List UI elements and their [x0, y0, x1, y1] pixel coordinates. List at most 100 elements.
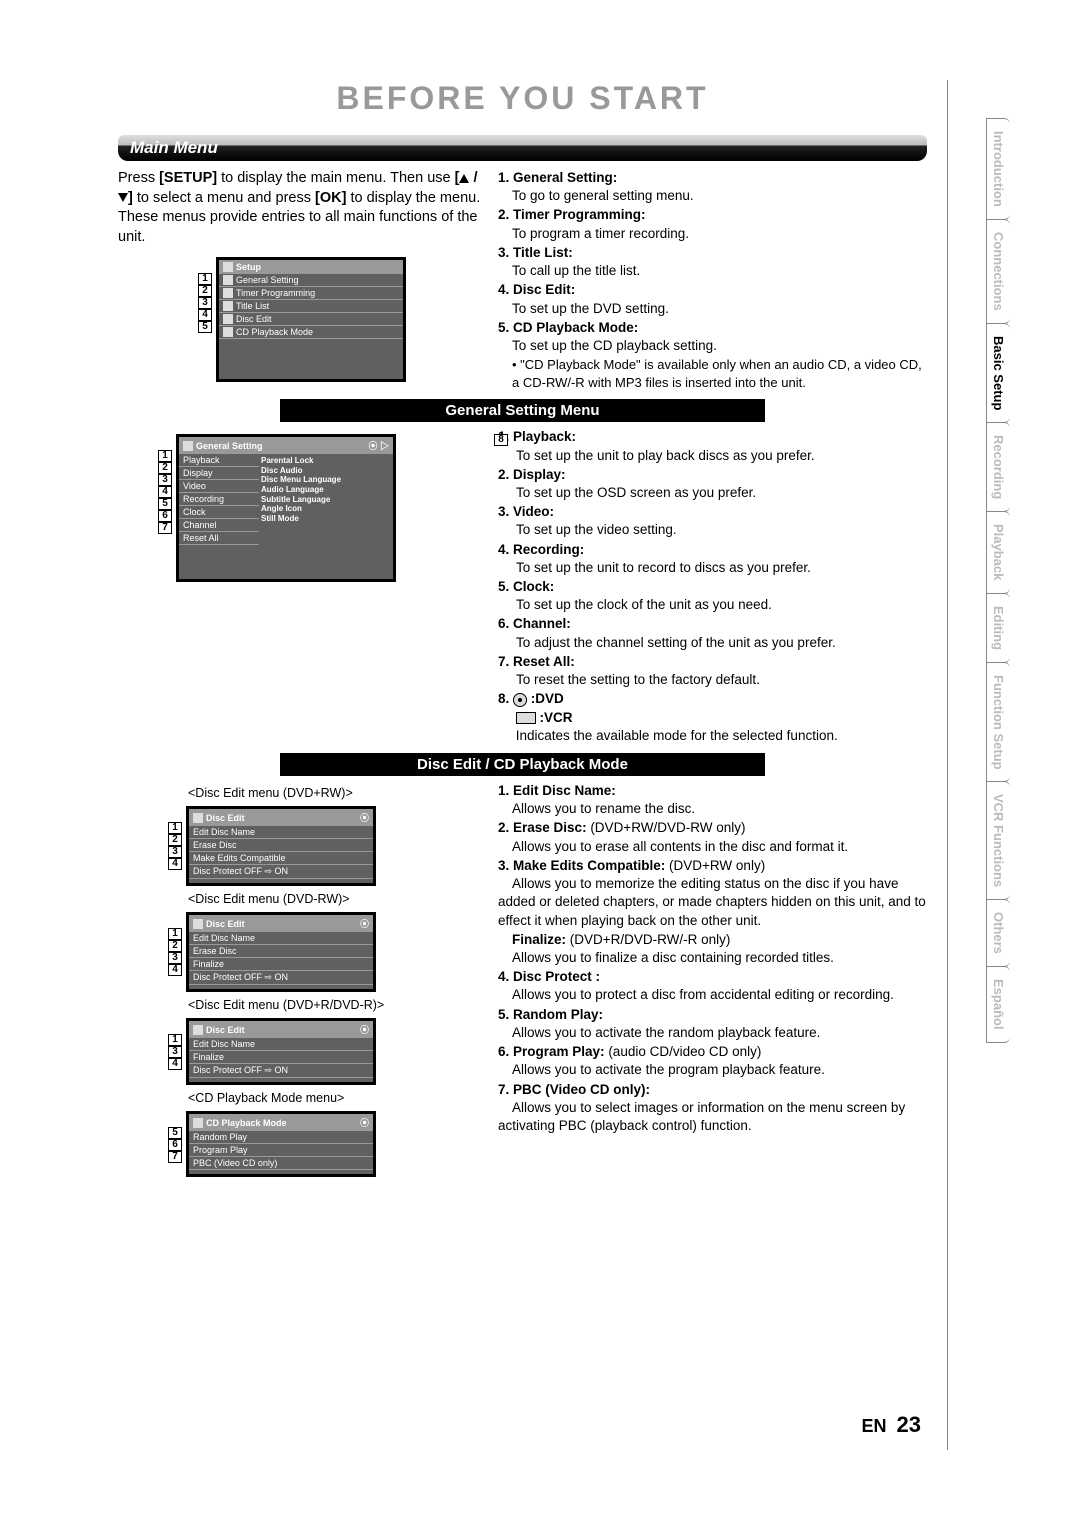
- osd-row: Title List: [219, 300, 403, 313]
- side-tab[interactable]: VCR Functions: [986, 781, 1010, 900]
- osd-item: CD Playback Mode: [236, 327, 313, 337]
- page-content: BEFORE YOU START Main Menu Press [SETUP]…: [118, 80, 948, 1450]
- numbox: 1: [158, 450, 172, 462]
- osd-row: Erase Disc: [189, 945, 373, 958]
- setup-osd: Setup General Setting Timer Programming …: [216, 257, 406, 382]
- numbox: 3: [158, 474, 172, 486]
- list-item: 5. CD Playback Mode:To set up the CD pla…: [498, 319, 927, 355]
- general-setting-heading: General Setting Menu: [280, 399, 765, 422]
- list-item: Finalize: (DVD+R/DVD-RW/-R only)Allows y…: [498, 931, 927, 967]
- osd-box: Disc Edit⦿Edit Disc NameErase DiscFinali…: [186, 912, 376, 992]
- numbox: 4: [168, 858, 182, 870]
- osd-title: Setup: [236, 262, 261, 272]
- osd-row: Edit Disc Name: [189, 932, 373, 945]
- menu-icon: [223, 275, 233, 285]
- page-lang: EN: [862, 1416, 887, 1436]
- list-item: 4. Disc Edit:To set up the DVD setting.: [498, 281, 927, 317]
- side-tab[interactable]: Others: [986, 899, 1010, 967]
- osd-item: Title List: [236, 301, 269, 311]
- osd-diagram: 1234 Disc Edit⦿Edit Disc NameErase DiscFi…: [168, 912, 488, 992]
- main-menu-heading: Main Menu: [130, 138, 218, 158]
- disc-edit-left: <Disc Edit menu (DVD+RW)>1234Disc Edit⦿E…: [118, 782, 488, 1183]
- side-tab[interactable]: Español: [986, 966, 1010, 1043]
- osd-box: Disc Edit⦿Edit Disc NameFinalizeDisc Pro…: [186, 1018, 376, 1085]
- general-setting-left: 1 2 3 4 5 6 7 General Setting⦿ ▷ Playbac…: [118, 428, 488, 745]
- gs-osd-diagram: 1 2 3 4 5 6 7 General Setting⦿ ▷ Playbac…: [158, 434, 488, 582]
- osd-row: Edit Disc Name: [189, 1038, 373, 1051]
- osd-body: PlaybackDisplayVideoRecordingClockChanne…: [179, 454, 393, 549]
- numbox: 2: [168, 834, 182, 846]
- osd-subitem: Audio Language: [261, 485, 391, 495]
- osd-row: Reset All: [179, 532, 259, 545]
- osd-subitem: Angle Icon: [261, 504, 391, 514]
- osd-row: Finalize: [189, 1051, 373, 1064]
- osd-row: Display: [179, 467, 259, 480]
- gear-icon: [183, 441, 193, 451]
- main-menu-row: Press [SETUP] to display the main menu. …: [118, 169, 927, 391]
- side-tab[interactable]: Introduction: [986, 118, 1010, 220]
- osd-row: Finalize: [189, 958, 373, 971]
- list-item: 3. Make Edits Compatible: (DVD+RW only)A…: [498, 857, 927, 930]
- side-tabs: IntroductionConnectionsBasic SetupRecord…: [986, 118, 1058, 1042]
- numbox-8: 8: [494, 434, 508, 446]
- list-item: 2. Display:To set up the OSD screen as y…: [498, 466, 927, 502]
- osd-item: General Setting: [236, 275, 299, 285]
- list-item: 4. Recording:To set up the unit to recor…: [498, 541, 927, 577]
- page-num-value: 23: [897, 1412, 921, 1437]
- osd-row: Playback: [179, 454, 259, 467]
- osd-subitem: Subtitle Language: [261, 495, 391, 505]
- disc-icon: [193, 813, 203, 823]
- list-item: 2. Timer Programming:To program a timer …: [498, 206, 927, 242]
- side-tab[interactable]: Connections: [986, 219, 1010, 324]
- side-tab[interactable]: Basic Setup: [986, 323, 1010, 423]
- side-tab[interactable]: Recording: [986, 422, 1010, 512]
- disc-icon: [193, 1118, 203, 1128]
- gs-osd: General Setting⦿ ▷ PlaybackDisplayVideoR…: [176, 434, 396, 582]
- numboxes: 1234: [168, 928, 182, 976]
- list-item: 4. Disc Protect :Allows you to protect a…: [498, 968, 927, 1004]
- disc-edit-list: 1. Edit Disc Name:Allows you to rename t…: [498, 782, 927, 1183]
- osd-row: General Setting: [219, 274, 403, 287]
- osd-menu-label: <Disc Edit menu (DVD+RW)>: [188, 786, 488, 800]
- main-menu-heading-bar: Main Menu: [118, 135, 927, 161]
- side-tab[interactable]: Editing: [986, 593, 1010, 663]
- numbox: 2: [168, 940, 182, 952]
- main-menu-list: 1. General Setting:To go to general sett…: [498, 169, 927, 391]
- list-item: 3. Title List:To call up the title list.: [498, 244, 927, 280]
- gear-icon: [223, 262, 233, 272]
- setup-osd-diagram: 1 2 3 4 5 Setup General Setting Timer Pr…: [198, 257, 488, 382]
- numbox: 1: [198, 273, 212, 285]
- osd-item: Disc Edit: [236, 314, 272, 324]
- vcr-label: :VCR: [540, 710, 573, 725]
- side-tab[interactable]: Function Setup: [986, 662, 1010, 783]
- osd-diagram: 1234Disc Edit⦿Edit Disc NameErase DiscMa…: [168, 806, 488, 886]
- numboxes: 567: [168, 1127, 182, 1163]
- side-tab[interactable]: Playback: [986, 511, 1010, 593]
- numbox: 2: [158, 462, 172, 474]
- list-num: 8.: [498, 691, 509, 706]
- numbox: 7: [168, 1151, 182, 1163]
- osd-row: Video: [179, 480, 259, 493]
- numbox: 3: [168, 1046, 182, 1058]
- osd-row: Disc Edit: [219, 313, 403, 326]
- osd-row: Channel: [179, 519, 259, 532]
- osd-row: Make Edits Compatible: [189, 852, 373, 865]
- numbox: 1: [168, 822, 182, 834]
- osd-menu-label: <Disc Edit menu (DVD+R/DVD-R)>: [188, 998, 488, 1012]
- list-item: 2. Erase Disc: (DVD+RW/DVD-RW only)Allow…: [498, 819, 927, 855]
- numboxes: 134: [168, 1034, 182, 1070]
- numbox: 5: [168, 1127, 182, 1139]
- osd-header: Disc Edit⦿: [189, 809, 373, 826]
- osd-row: Disc Protect OFF ⇨ ON: [189, 971, 373, 985]
- numbox: 3: [168, 952, 182, 964]
- numbox: 7: [158, 522, 172, 534]
- numbox: 2: [198, 285, 212, 297]
- osd-subitem: Still Mode: [261, 514, 391, 524]
- numbox: 4: [198, 309, 212, 321]
- list-item: 1. Edit Disc Name:Allows you to rename t…: [498, 782, 927, 818]
- dvd-icon: [513, 693, 527, 707]
- osd-row: Edit Disc Name: [189, 826, 373, 839]
- osd-body: General Setting Timer Programming Title …: [219, 274, 403, 379]
- osd-subitem: Parental Lock: [261, 456, 391, 466]
- list-item: 5. Clock:To set up the clock of the unit…: [498, 578, 927, 614]
